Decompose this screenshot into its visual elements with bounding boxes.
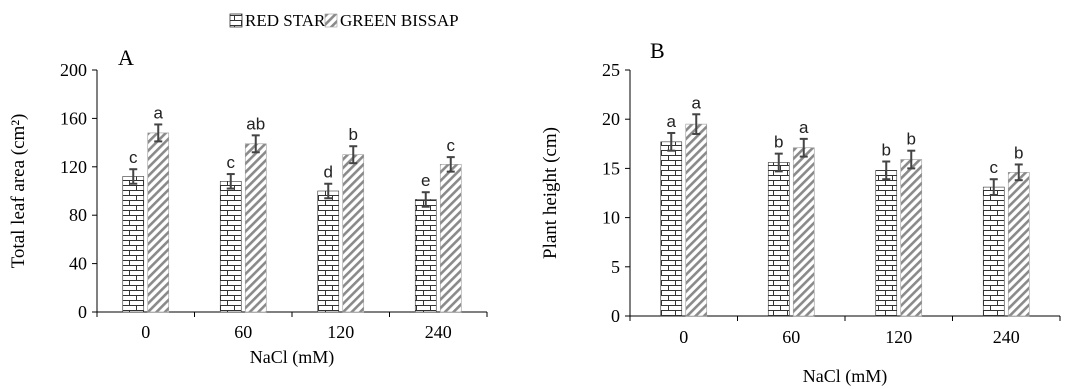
significance-letter: ab <box>246 114 265 133</box>
y-tick-label: 15 <box>602 158 620 178</box>
bar-red-star <box>317 190 340 313</box>
y-tick-label: 120 <box>60 157 87 177</box>
bar-red-star <box>875 170 898 317</box>
legend-label-green-bissap: GREEN BISSAP <box>340 11 459 30</box>
significance-letter: a <box>799 118 809 137</box>
bar-green-bissap <box>342 154 365 313</box>
bar-red-star <box>982 186 1005 317</box>
bar-red-star <box>767 162 790 317</box>
legend-label-red-star: RED STAR <box>245 11 326 30</box>
x-tick-label: 0 <box>679 327 688 347</box>
x-tick-label: 120 <box>885 327 912 347</box>
legend-swatch-red-star <box>229 13 243 28</box>
y-tick-label: 200 <box>60 60 87 80</box>
bar-green-bissap <box>900 159 923 317</box>
significance-letter: c <box>129 148 138 167</box>
x-tick-label: 240 <box>425 322 452 342</box>
bar-red-star <box>122 176 145 313</box>
y-tick-label: 20 <box>602 109 620 129</box>
panel-label: B <box>650 38 665 63</box>
y-tick-label: 80 <box>69 205 87 225</box>
significance-letter: c <box>447 136 456 155</box>
x-tick-label: 60 <box>782 327 800 347</box>
y-tick-label: 25 <box>602 60 620 80</box>
bar-green-bissap <box>1007 172 1030 317</box>
significance-letter: b <box>882 141 891 160</box>
x-tick-label: 60 <box>234 322 252 342</box>
y-tick-label: 10 <box>602 208 620 228</box>
y-axis-label: Total leaf area (cm²) <box>8 114 29 269</box>
legend: RED STAR GREEN BISSAP <box>229 11 459 30</box>
bar-green-bissap <box>244 143 267 313</box>
y-tick-label: 160 <box>60 108 87 128</box>
y-tick-label: 0 <box>78 302 87 322</box>
significance-letter: b <box>1014 143 1023 162</box>
bar-green-bissap <box>439 164 462 313</box>
significance-letter: b <box>774 133 783 152</box>
significance-letter: c <box>227 153 236 172</box>
y-tick-label: 0 <box>611 306 620 326</box>
y-tick-label: 5 <box>611 257 620 277</box>
bar-green-bissap <box>685 123 708 317</box>
significance-letter: c <box>990 158 999 177</box>
significance-letter: e <box>421 171 430 190</box>
x-tick-label: 240 <box>993 327 1020 347</box>
bar-red-star <box>219 181 242 313</box>
x-axis-label: NaCl (mM) <box>803 366 888 387</box>
x-tick-label: 120 <box>327 322 354 342</box>
x-tick-label: 0 <box>141 322 150 342</box>
significance-letter: a <box>692 93 702 112</box>
significance-letter: a <box>154 103 164 122</box>
panel-label: A <box>118 45 134 70</box>
significance-letter: b <box>907 130 916 149</box>
significance-letter: b <box>349 125 358 144</box>
significance-letter: a <box>667 112 677 131</box>
legend-item-green-bissap: GREEN BISSAP <box>324 11 459 30</box>
bar-green-bissap <box>792 147 815 317</box>
y-axis-label: Plant height (cm) <box>540 127 561 259</box>
bar-green-bissap <box>147 132 170 313</box>
chart-panel-a: A 0 40 80 120 160 200 Total leaf area (cm²) 0 c a 6… <box>8 45 488 368</box>
y-tick-label: 40 <box>69 254 87 274</box>
legend-item-red-star: RED STAR <box>229 11 326 30</box>
x-axis-label: NaCl (mM) <box>250 347 335 368</box>
significance-letter: d <box>324 163 333 182</box>
bar-red-star <box>414 199 437 313</box>
bar-red-star <box>660 141 683 317</box>
legend-swatch-green-bissap <box>324 13 338 28</box>
